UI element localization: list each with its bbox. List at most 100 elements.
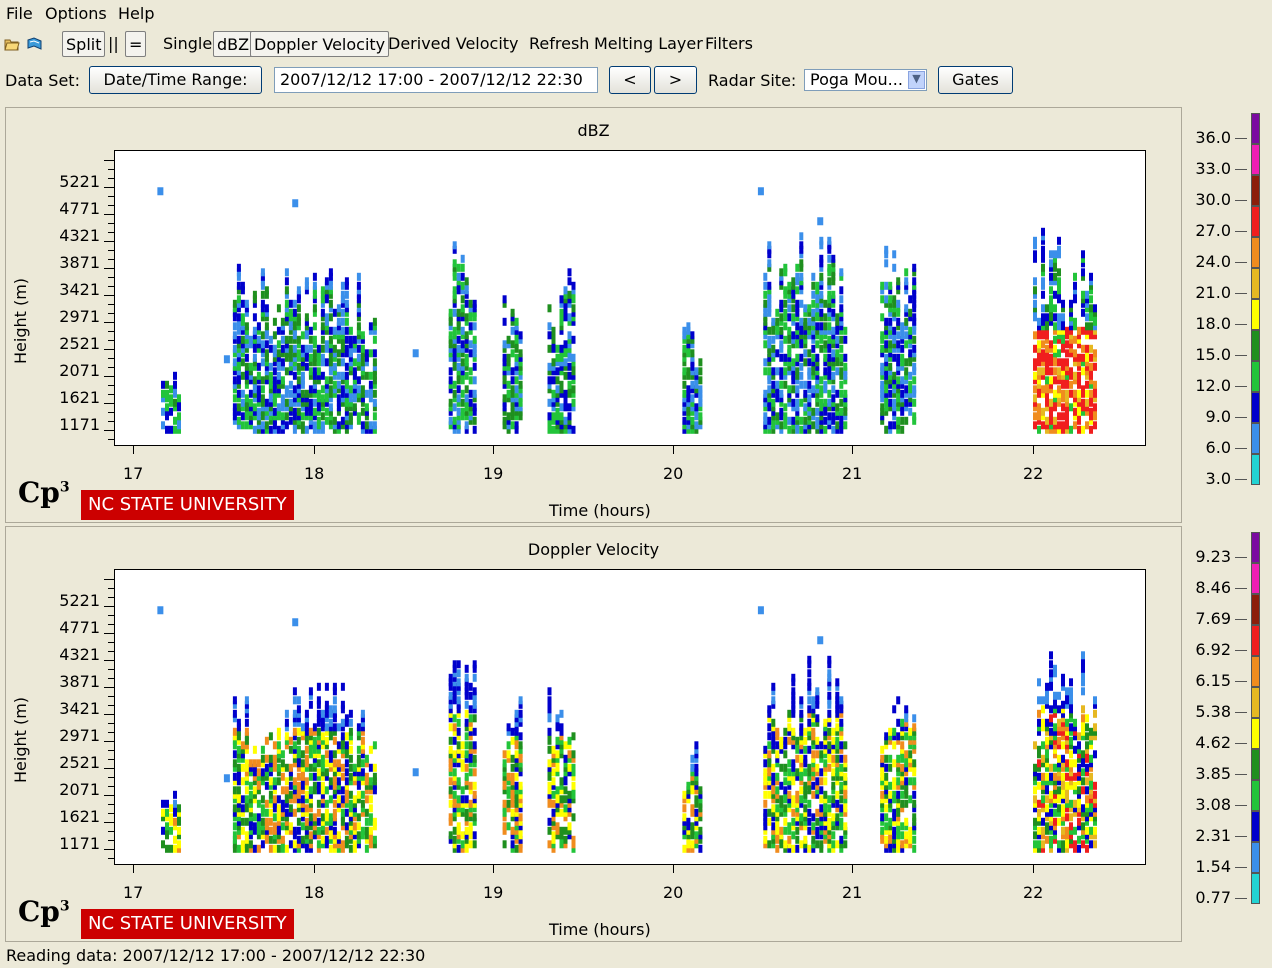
chevron-down-icon[interactable]: ▼ (908, 71, 925, 89)
radar-gate (787, 709, 792, 718)
radar-gate (340, 736, 345, 745)
menu-help[interactable]: Help (118, 4, 155, 23)
radar-gate (240, 808, 245, 817)
filters-button[interactable]: Filters (705, 34, 753, 53)
radar-gate (510, 398, 515, 407)
radar-gate (304, 322, 309, 331)
next-button[interactable]: > (654, 66, 697, 94)
radar-gate (304, 777, 309, 786)
radar-gate (284, 317, 289, 326)
radar-gate (280, 403, 285, 412)
prev-button[interactable]: < (609, 66, 651, 94)
radar-gate (348, 412, 353, 421)
radar-gate (819, 425, 824, 434)
datetime-range-field[interactable]: 2007/12/12 17:00 - 2007/12/12 22:30 (274, 67, 598, 93)
radar-gate (1089, 781, 1093, 790)
menu-options[interactable]: Options (45, 4, 107, 23)
radar-gate (884, 777, 889, 786)
x-tick-label: 17 (123, 464, 144, 483)
radar-gate (460, 286, 465, 295)
radar-gate (900, 723, 905, 732)
radar-gate (244, 376, 249, 385)
radar-gate (807, 425, 812, 434)
radar-gate (1057, 718, 1061, 727)
radar-gate (694, 795, 699, 804)
radar-gate (452, 344, 457, 353)
book-icon[interactable] (26, 36, 42, 50)
radar-gate (328, 304, 333, 313)
radar-gate (232, 367, 237, 376)
colorbar-segment (1251, 687, 1260, 718)
radar-gate (344, 277, 349, 286)
single-button[interactable]: Single (163, 34, 213, 53)
open-folder-icon[interactable] (4, 36, 20, 51)
radar-gate (1037, 799, 1041, 808)
doppler-velocity-toggle[interactable]: Doppler Velocity (250, 31, 390, 57)
radar-gate (904, 768, 909, 777)
datetime-range-button[interactable]: Date/Time Range: (89, 66, 262, 94)
radar-gate (771, 822, 776, 831)
dbz-toggle[interactable]: dBZ (213, 31, 254, 57)
radar-gate (831, 398, 836, 407)
radar-gate (1081, 777, 1085, 786)
radar-gate (819, 754, 824, 763)
radar-gate (288, 313, 293, 322)
plot-area[interactable] (114, 569, 1146, 865)
radar-gate (236, 353, 241, 362)
stacked-button[interactable]: = (125, 31, 147, 57)
radar-gate (787, 425, 792, 434)
radar-gate (332, 781, 337, 790)
radar-gate (795, 741, 800, 750)
radar-gate (308, 403, 313, 412)
radar-gate (547, 799, 552, 808)
melting-layer-button[interactable]: Melting Layer (594, 34, 703, 53)
radar-gate (571, 367, 576, 376)
plot-area[interactable] (114, 150, 1146, 446)
radar-gate (690, 380, 695, 389)
radar-gate (268, 362, 273, 371)
radar-gate (372, 371, 377, 380)
radar-gate (336, 335, 341, 344)
radar-gate (296, 286, 301, 295)
radar-gate (1041, 795, 1045, 804)
radar-gate (831, 772, 836, 781)
split-button[interactable]: Split (62, 31, 106, 57)
radar-gate (288, 790, 293, 799)
refresh-button[interactable]: Refresh (529, 34, 590, 53)
radar-gate (300, 362, 305, 371)
gates-button[interactable]: Gates (938, 66, 1013, 94)
radar-gate (698, 367, 703, 376)
radar-gate (296, 844, 301, 853)
radar-site-select[interactable]: Poga Mou... ▼ (804, 69, 927, 91)
radar-gate (1057, 804, 1061, 813)
radar-gate (1069, 308, 1073, 317)
colorbar-label: 9.0 (1205, 407, 1231, 426)
radar-gate (551, 403, 556, 412)
radar-gate (763, 389, 768, 398)
side-by-side-button[interactable]: || (108, 34, 119, 53)
radar-gate (252, 759, 257, 768)
radar-gate (456, 799, 461, 808)
radar-gate (795, 371, 800, 380)
radar-gate (1081, 718, 1085, 727)
radar-gate (264, 362, 269, 371)
derived-velocity-button[interactable]: Derived Velocity (388, 34, 519, 53)
radar-gate (320, 295, 325, 304)
radar-gate (1089, 795, 1093, 804)
radar-gate (775, 367, 780, 376)
radar-gate (514, 335, 519, 344)
radar-gate (795, 340, 800, 349)
radar-gate (884, 398, 889, 407)
menu-file[interactable]: File (6, 4, 33, 23)
radar-gate (300, 732, 305, 741)
radar-gate (682, 844, 687, 853)
radar-gate (783, 380, 788, 389)
radar-gate (1053, 736, 1057, 745)
radar-gate (272, 380, 277, 389)
radar-gate (779, 353, 784, 362)
radar-gate (514, 714, 519, 723)
radar-gate (1081, 727, 1085, 736)
radar-gate (248, 412, 253, 421)
radar-gate (555, 799, 560, 808)
radar-gate (763, 290, 768, 299)
